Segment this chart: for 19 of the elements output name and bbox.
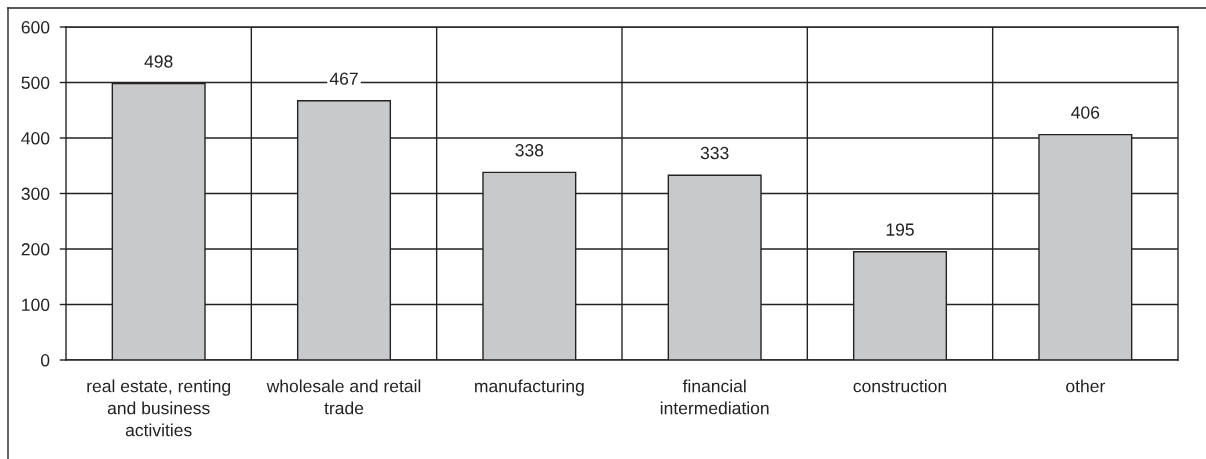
x-tick-label: construction (853, 379, 947, 393)
y-tick-label: 200 (21, 243, 50, 256)
y-tick-label: 300 (21, 187, 50, 201)
data-label: 406 (1071, 106, 1100, 119)
data-label: 333 (700, 146, 729, 160)
x-tick-label: wholesale and retail trade (266, 379, 421, 415)
y-tick-label: 400 (21, 132, 50, 145)
data-label: 338 (515, 144, 544, 157)
y-tick-label: 0 (40, 354, 50, 367)
y-tick-label: 100 (22, 298, 50, 312)
x-tick-label: other (1066, 379, 1105, 393)
y-tick-label: 500 (21, 76, 50, 90)
x-tick-label: financial intermediation (660, 379, 769, 415)
y-tick-label: 600 (21, 21, 50, 34)
x-tick-label: real estate, renting and business activities (87, 379, 231, 437)
data-label: 195 (886, 223, 914, 236)
x-tick-label: manufacturing (475, 379, 584, 396)
data-label: 498 (144, 55, 173, 68)
data-label: 467 (329, 72, 358, 85)
